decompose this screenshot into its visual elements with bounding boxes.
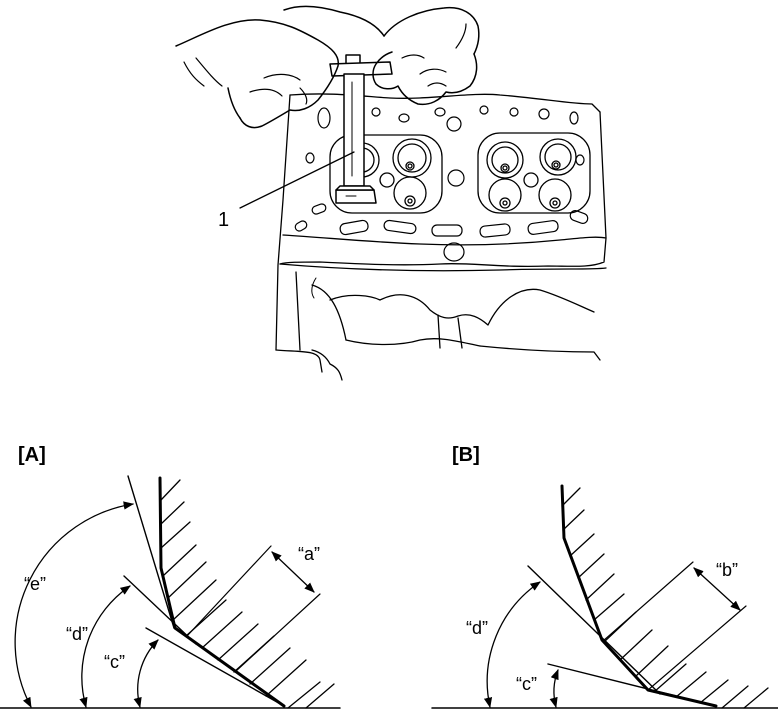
right-hand [283, 5, 480, 106]
panel-b-line-d [527, 565, 661, 695]
valve-ports-right [477, 132, 591, 214]
panel-a-hatching [160, 479, 335, 709]
valve-seat-cutter-tool [329, 54, 393, 204]
panel-a-line-c [145, 627, 285, 707]
panel-a-angle-label-e: “e” [24, 574, 46, 594]
head-slots [294, 105, 589, 262]
panel-b-dim-ext-1 [602, 561, 694, 642]
panel-b-title: [B] [452, 444, 480, 466]
panel-b-angle-label-c: “c” [516, 674, 537, 694]
panel-b-angle-label-d: “d” [466, 618, 488, 638]
panel-a-arc-e [14, 501, 135, 708]
left-hand [175, 19, 340, 129]
panel-a-dim-ext-2 [235, 593, 321, 672]
panel-b-hatching [561, 487, 769, 709]
cylinder-head-outline [275, 93, 607, 381]
panel-a-arc-d [79, 585, 131, 709]
panel-a-dim-label-a: “a” [298, 544, 320, 564]
panel-a-dim-arrow-a [271, 551, 315, 593]
panel-b-arc-d [483, 581, 541, 709]
callout-leader-line [239, 151, 355, 209]
panel-a: [A] “a” [0, 444, 341, 709]
panel-a-title: [A] [18, 444, 46, 466]
panel-b-dim-ext-2 [647, 605, 747, 691]
panel-b: [B] “b” “d” “c” [431, 444, 778, 709]
panel-a-arc-c [133, 639, 159, 709]
panel-b-dim-label-b: “b” [716, 560, 738, 580]
panel-b-line-c [547, 663, 717, 707]
panel-a-line-e [127, 475, 175, 629]
panel-a-angle-label-c: “c” [104, 652, 125, 672]
panel-b-arc-c [549, 669, 559, 709]
panel-a-angle-label-d: “d” [66, 624, 88, 644]
callout-number: 1 [218, 209, 229, 231]
panel-b-dim-arrow-b [693, 567, 741, 611]
panel-a-seat-profile [158, 476, 286, 708]
cylinder-head-illustration: 1 [175, 5, 607, 381]
panel-a-line-d [123, 575, 197, 645]
panel-a-dim-ext-1 [186, 545, 272, 637]
